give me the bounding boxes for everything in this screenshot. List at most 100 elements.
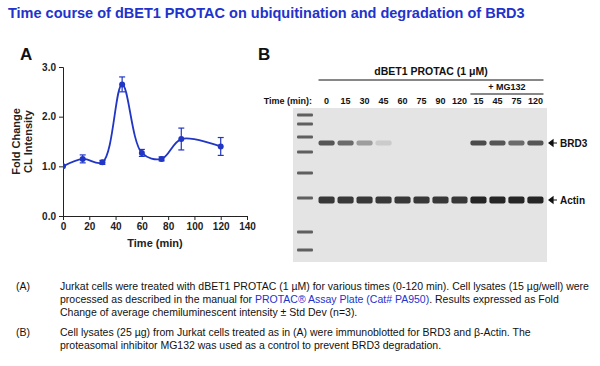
tick: 120 [213, 216, 230, 232]
tick: 3.0 [42, 62, 63, 73]
tick-label: 2.0 [42, 111, 56, 122]
marker [119, 81, 125, 87]
lane-label: 30 [360, 96, 370, 106]
band-row [319, 141, 544, 146]
marker [178, 136, 184, 142]
band [489, 141, 505, 146]
panel-b: BdBET1 PROTAC (1 μM)+ MG132Time (min):01… [258, 45, 588, 262]
blot-title: dBET1 PROTAC (1 μM) [374, 65, 488, 77]
error-bar [119, 77, 125, 92]
plot-area [63, 77, 224, 169]
tick: 0 [61, 216, 67, 232]
lane-label: 0 [324, 96, 329, 106]
tick-mark [59, 67, 63, 68]
band [508, 197, 524, 204]
band [470, 197, 486, 204]
band [338, 197, 354, 204]
y-axis: 0.0 1.0 2.0 3.0 [42, 62, 63, 222]
marker [159, 156, 165, 162]
arrow [549, 197, 557, 203]
tick-mark [247, 216, 248, 220]
tick-mark [59, 166, 63, 167]
error-bar [80, 155, 86, 163]
marker [139, 150, 145, 156]
caption-text: Jurkat cells were treated with dBET1 PRO… [60, 280, 590, 319]
ladder [297, 114, 313, 252]
error-bar [178, 128, 184, 150]
arrow [549, 140, 557, 146]
treatment-label: + MG132 [488, 82, 525, 92]
caption: (A)Jurkat cells were treated with dBET1 … [16, 280, 590, 319]
lane-label: 45 [492, 96, 502, 106]
marker [80, 156, 86, 162]
lane-header: Time (min): [264, 96, 312, 106]
band [489, 197, 505, 204]
marker [63, 163, 66, 169]
lane-label: 15 [473, 96, 483, 106]
tick-label: 1.0 [42, 161, 56, 172]
tick: 0.0 [42, 211, 63, 222]
lane-label: 75 [417, 96, 427, 106]
tick-label: 3.0 [42, 62, 56, 73]
band [394, 197, 410, 204]
x-axis: 0 20 40 60 80 100 120 140 [61, 216, 257, 232]
tick-mark [59, 117, 63, 118]
tick: 2.0 [42, 111, 63, 122]
captions: (A)Jurkat cells were treated with dBET1 … [16, 280, 590, 359]
y-axis-title: Fold Change [10, 108, 22, 175]
band [527, 141, 543, 146]
caption: (B)Cell lysates (25 µg) from Jurkat cell… [16, 326, 590, 352]
band-label: Actin [560, 195, 585, 206]
error-bar [218, 138, 224, 156]
band [470, 141, 486, 146]
panel-a: A 0 20 40 60 80 100 120 140 0.0 1.0 2.0 3.0 Time (min… [10, 45, 256, 249]
tick-mark [194, 216, 195, 220]
lane-label: 60 [398, 96, 408, 106]
lane-label: 75 [511, 96, 521, 106]
band [413, 197, 429, 204]
tick: 60 [137, 216, 149, 232]
marker [99, 159, 105, 165]
tick-mark [116, 216, 117, 220]
gel [293, 108, 547, 262]
lane-label: 15 [341, 96, 351, 106]
tick: 140 [239, 216, 256, 232]
band [375, 141, 391, 146]
tick: 100 [187, 216, 204, 232]
caption-text: Cell lysates (25 µg) from Jurkat cells t… [60, 326, 590, 352]
tick-mark [221, 216, 222, 220]
y-axis-title: CL Intensity [22, 109, 34, 173]
lane-label: 120 [452, 96, 467, 106]
band [432, 197, 448, 204]
tick-label: 100 [187, 221, 204, 232]
tick-label: 0 [61, 221, 67, 232]
band [338, 141, 354, 146]
tick: 20 [84, 216, 96, 232]
bracket [319, 79, 544, 80]
x-axis-line [64, 217, 248, 221]
tick: 40 [111, 216, 123, 232]
band [375, 197, 391, 204]
tick-label: 140 [239, 221, 256, 232]
band [451, 197, 467, 204]
caption-label: (A) [16, 280, 60, 319]
tick-mark [142, 216, 143, 220]
figure: A 0 20 40 60 80 100 120 140 0.0 1.0 2.0 3.0 Time (min… [0, 0, 600, 275]
tick-label: 80 [163, 221, 175, 232]
band [319, 197, 335, 204]
panel-label: A [20, 45, 32, 64]
band-label: BRD3 [560, 138, 588, 149]
tick: 80 [163, 216, 175, 232]
tick-label: 60 [137, 221, 149, 232]
x-axis-title: Time (min) [127, 237, 183, 249]
tick-label: 40 [111, 221, 123, 232]
tick-mark [89, 216, 90, 220]
band [527, 197, 543, 204]
tick: 1.0 [42, 161, 63, 172]
y-axis-line [59, 68, 64, 217]
marker [218, 143, 224, 149]
tick-label: 0.0 [42, 211, 56, 222]
tick-label: 120 [213, 221, 230, 232]
caption-link[interactable]: PROTAC® Assay Plate (Cat# PA950) [255, 293, 429, 305]
band [356, 197, 372, 204]
